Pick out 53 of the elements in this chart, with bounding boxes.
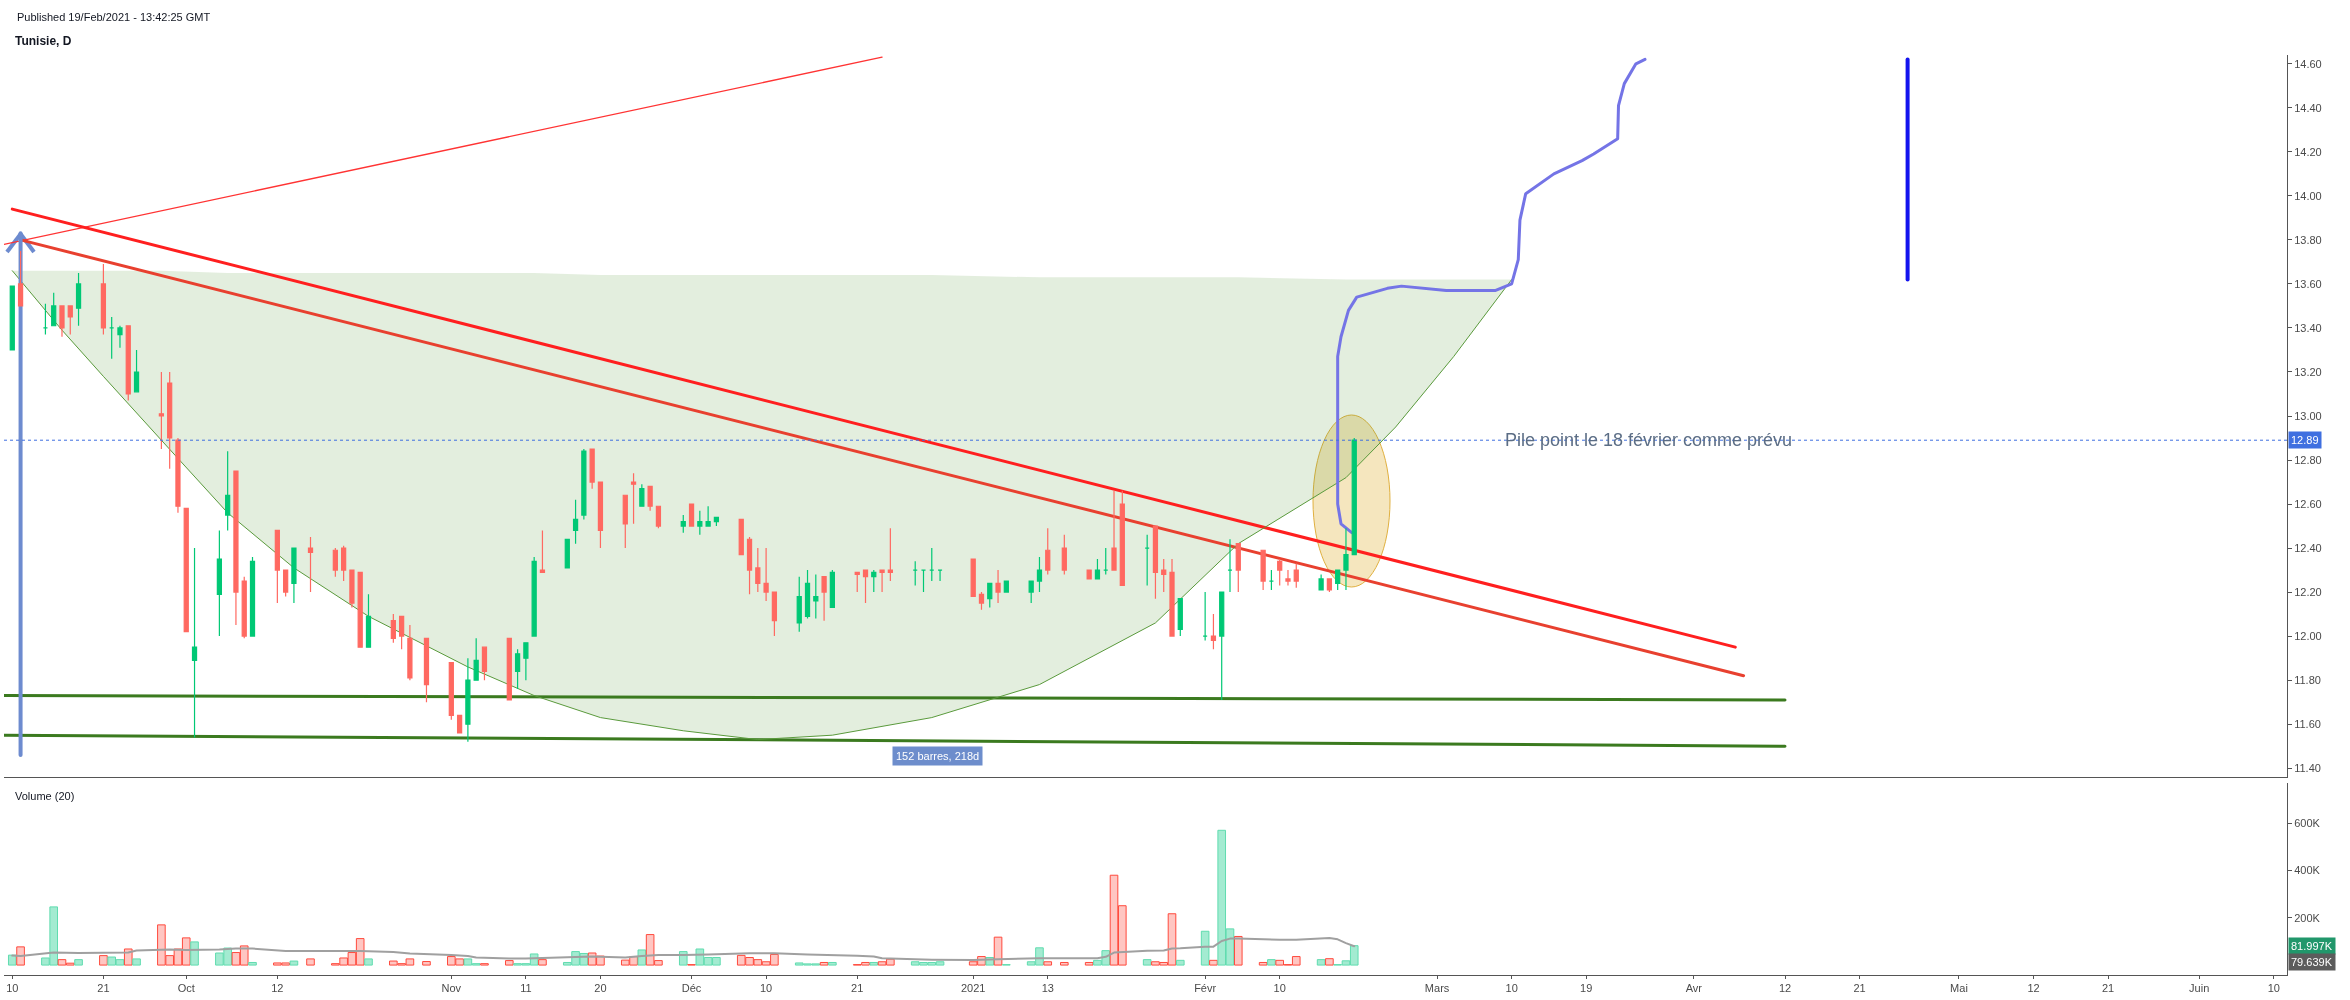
annotation: Pile point le 18 février comme prévu [1505, 430, 1793, 450]
x-tick-label: 21 [1853, 982, 1866, 995]
y-tick-label: 11.60 [2294, 718, 2321, 731]
y-tick-label: 12.40 [2294, 541, 2322, 554]
y-tick-label: 13.00 [2294, 409, 2322, 422]
text: 81.997K [2291, 940, 2333, 952]
x-tick-label: 10 [759, 982, 773, 995]
x-tick-label: 21 [97, 982, 110, 995]
y-tick-label: 13.40 [2294, 321, 2322, 334]
y-tick-label: 12.20 [2294, 585, 2322, 598]
x-tick-label: Mai [1950, 982, 1968, 995]
y-tick-label: 11.40 [2294, 762, 2321, 775]
y-tick-label: 14.00 [2294, 189, 2322, 202]
x-tick-label: Mars [1424, 982, 1450, 995]
y-tick-label: 400K [2294, 864, 2321, 877]
x-tick-label: 11 [520, 982, 532, 995]
text: Volume (20) [15, 789, 75, 802]
x-tick-label: Oct [177, 982, 195, 995]
y-tick-label: 13.60 [2294, 277, 2322, 290]
y-tick-label: 11.80 [2294, 674, 2321, 686]
x-tick-label: 19 [1580, 982, 1593, 995]
x-tick-label: 10 [2267, 982, 2280, 995]
chart-title: Tunisie, D [15, 34, 72, 49]
x-tick-label: 10 [1505, 982, 1518, 995]
x-tick-label: 10 [1273, 982, 1286, 995]
y-tick-label: 14.60 [2294, 57, 2322, 70]
x-tick-label: Déc [681, 982, 702, 995]
x-tick-label: 21 [851, 982, 864, 995]
y-tick-label: 600K [2294, 817, 2321, 830]
x-tick-label: 2021 [960, 982, 986, 995]
y-tick-label: 14.20 [2294, 145, 2322, 158]
y-tick-label: 13.80 [2294, 233, 2322, 246]
x-tick-label: Févr [1194, 982, 1217, 995]
x-tick-label: 10 [6, 982, 19, 995]
x-tick-label: 13 [1041, 982, 1054, 995]
x-tick-label: 12 [1778, 982, 1792, 995]
y-tick-label: 14.40 [2294, 101, 2322, 114]
ref-line-label: 12.89 [2291, 434, 2319, 446]
y-tick-label: 12.80 [2294, 453, 2322, 466]
x-tick-label: 21 [2101, 982, 2115, 995]
x-tick-label: 20 [594, 982, 607, 995]
x-tick-label: Nov [441, 982, 462, 995]
y-tick-label: 12.60 [2294, 497, 2322, 510]
y-tick-label: 12.00 [2294, 629, 2322, 642]
text: 79.639K [2291, 956, 2333, 968]
x-tick-label: Avr [1685, 982, 1703, 995]
y-tick-label: 200K [2294, 911, 2321, 924]
x-tick-label: 12 [271, 982, 284, 995]
annotation: 152 barres, 218d [896, 750, 980, 762]
text: Published 19/Feb/2021 - 13:42:25 GMT [17, 11, 211, 23]
y-tick-label: 13.20 [2294, 365, 2322, 378]
x-tick-label: Juin [2189, 982, 2210, 995]
x-tick-label: 12 [2027, 982, 2040, 995]
